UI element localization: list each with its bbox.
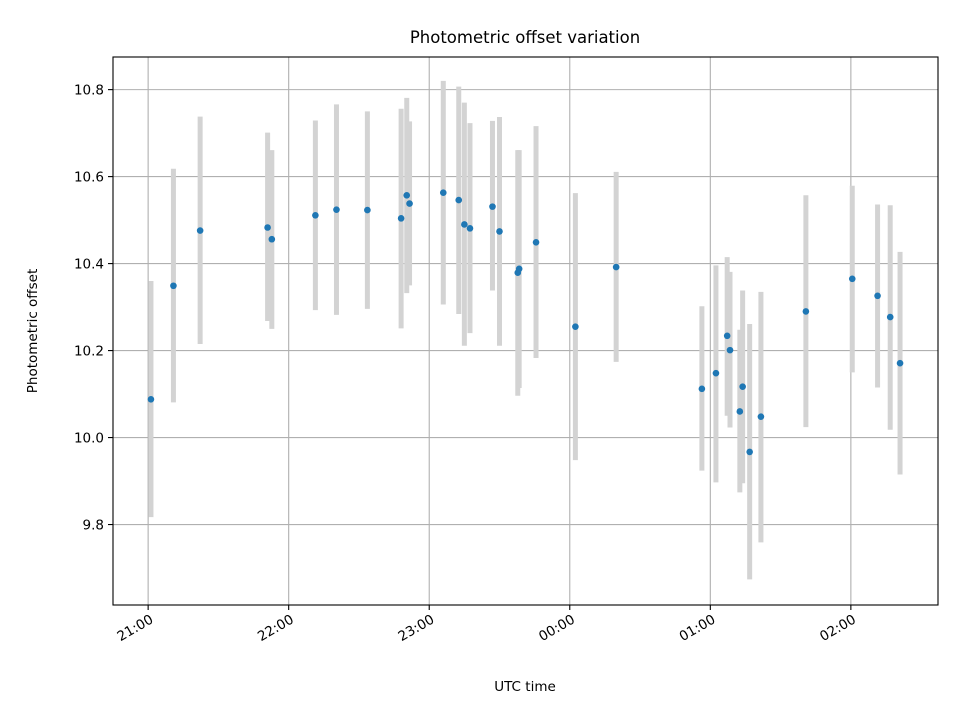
- y-tick-label: 9.8: [83, 518, 104, 534]
- data-point: [406, 200, 413, 207]
- data-point: [264, 224, 271, 231]
- data-point: [489, 203, 496, 210]
- data-point: [746, 448, 753, 456]
- data-point: [712, 369, 720, 377]
- data-point: [572, 323, 579, 330]
- data-point: [397, 215, 405, 222]
- data-point: [612, 263, 620, 271]
- data-point: [698, 385, 706, 393]
- data-point: [170, 282, 177, 290]
- chart-title: Photometric offset variation: [410, 28, 640, 47]
- data-point: [757, 413, 765, 420]
- data-point: [726, 346, 734, 354]
- plot-frame: [112, 56, 939, 606]
- data-point: [723, 332, 731, 340]
- data-point: [739, 383, 746, 390]
- data-point: [147, 395, 155, 403]
- data-point: [886, 313, 894, 321]
- data-points: [147, 189, 904, 456]
- data-point: [466, 225, 474, 232]
- data-point: [439, 189, 447, 196]
- data-point: [333, 206, 340, 213]
- y-tick-label: 10.2: [74, 344, 104, 360]
- y-tick-label: 10.8: [74, 83, 104, 99]
- data-point: [736, 408, 744, 415]
- data-point: [196, 227, 204, 234]
- data-point: [802, 308, 810, 315]
- y-tick-label: 10.0: [74, 431, 104, 447]
- data-point: [848, 275, 856, 283]
- y-axis-label: Photometric offset: [25, 269, 41, 393]
- y-tick-label: 10.6: [74, 170, 104, 186]
- data-point: [312, 212, 319, 219]
- x-axis-label: UTC time: [494, 679, 556, 695]
- data-point: [268, 235, 276, 243]
- data-point: [364, 206, 371, 214]
- y-tick-label: 10.4: [74, 257, 104, 273]
- data-point: [532, 238, 540, 246]
- data-point: [496, 228, 503, 235]
- data-point: [461, 221, 468, 228]
- data-point: [455, 196, 463, 204]
- data-point: [874, 292, 881, 300]
- data-point: [515, 265, 523, 273]
- data-point: [896, 359, 904, 367]
- data-point: [403, 192, 411, 199]
